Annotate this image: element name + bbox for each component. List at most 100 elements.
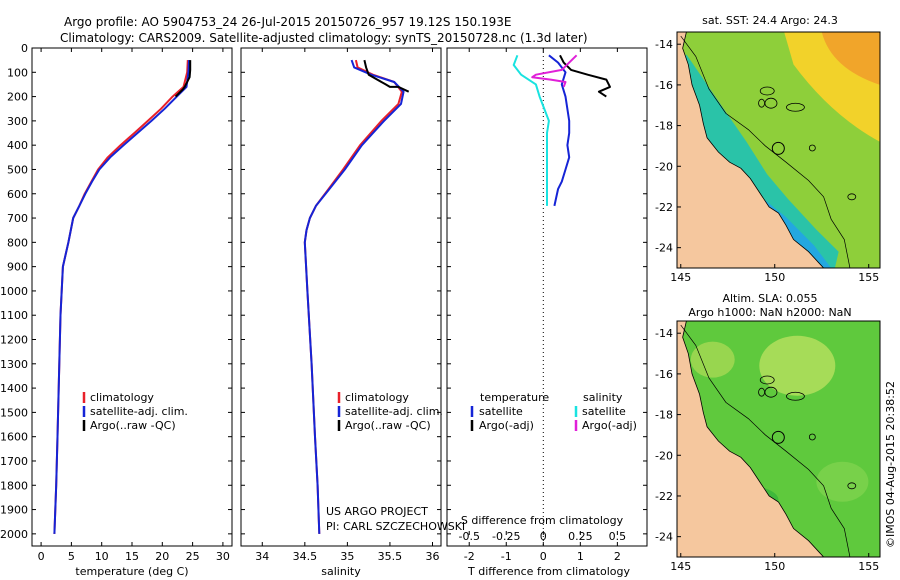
reef-outline xyxy=(808,144,816,152)
salinity-xlabel: salinity xyxy=(321,565,361,578)
reef-outline xyxy=(759,375,775,385)
map-y-tick-label: -14 xyxy=(655,38,673,51)
x-tick-label: 35.5 xyxy=(378,550,403,563)
legend-title-salinity: salinity xyxy=(583,391,623,404)
y-tick-label: 900 xyxy=(7,261,28,274)
map-y-tick-label: -20 xyxy=(655,449,673,462)
map-y-tick-label: -24 xyxy=(655,242,673,255)
series-group xyxy=(53,60,192,534)
reef-outline xyxy=(847,482,857,490)
land-mass xyxy=(677,321,825,557)
legend-label-temp-argo: Argo(-adj) xyxy=(479,419,534,432)
map-y-tick-label: -18 xyxy=(655,409,673,422)
series-line-2 xyxy=(174,60,192,98)
y-tick-label: 800 xyxy=(7,236,28,249)
series-line-2 xyxy=(363,59,410,93)
temperature-legend: climatology satellite-adj. clim. Argo(..… xyxy=(82,391,188,432)
reef-outline xyxy=(759,86,775,96)
map-y-tick-label: -22 xyxy=(655,490,673,503)
hot-water-patch xyxy=(802,32,880,85)
sla-high-patch xyxy=(690,341,735,378)
difference-legend-salinity: salinity satellite Argo(-adj) xyxy=(574,391,637,432)
x-tick-label: 34.5 xyxy=(293,550,318,563)
x-tick-label: 0 xyxy=(38,550,45,563)
legend-label-sal-argo: Argo(-adj) xyxy=(582,419,637,432)
map-y-tick-label: -16 xyxy=(655,368,673,381)
map-x-tick-label: 150 xyxy=(764,271,785,284)
series-line-0 xyxy=(53,60,189,534)
top-x-tick-label: 0 xyxy=(540,530,547,543)
map-y-tick-label: -20 xyxy=(655,160,673,173)
map-x-tick-label: 145 xyxy=(670,271,691,284)
series-line-0 xyxy=(303,59,403,534)
map-layers xyxy=(677,32,880,268)
y-tick-label: 1900 xyxy=(0,504,28,517)
reef-outline xyxy=(847,193,857,201)
salinity-legend: climatology satellite-adj. clim. Argo(..… xyxy=(337,391,443,432)
legend-title-temperature: temperature xyxy=(480,391,549,404)
series-line-3 xyxy=(531,54,578,88)
sla-map-title-line1: Altim. SLA: 0.055 xyxy=(722,292,817,305)
map-y-tick-label: -22 xyxy=(655,201,673,214)
map-x-tick-label: 155 xyxy=(858,271,879,284)
sla-mid-patch xyxy=(816,461,869,502)
map-y-tick-label: -18 xyxy=(655,120,673,133)
map-y-tick-label: -16 xyxy=(655,79,673,92)
y-tick-label: 1100 xyxy=(0,309,28,322)
top-x-tick-label: -0.25 xyxy=(492,530,520,543)
x-tick-label: -2 xyxy=(464,550,475,563)
series-group xyxy=(303,59,410,534)
sst-map: 145 150 155 -14 -16 -18 -20 -22 -24 xyxy=(655,31,881,284)
y-tick-label: 1200 xyxy=(0,334,28,347)
map-frame xyxy=(676,320,881,558)
y-tick-label: 1700 xyxy=(0,455,28,468)
map-frame xyxy=(676,31,881,269)
land-mass xyxy=(677,32,825,268)
y-tick-label: 0 xyxy=(21,42,28,55)
legend-label-satellite: satellite-adj. clim. xyxy=(345,405,443,418)
legend-label-satellite: satellite-adj. clim. xyxy=(90,405,188,418)
figure-title-line2: Climatology: CARS2009. Satellite-adjuste… xyxy=(60,31,588,45)
temperature-xlabel: temperature (deg C) xyxy=(75,565,188,578)
map-x-tick-label: 145 xyxy=(670,560,691,573)
series-line-0 xyxy=(548,54,571,207)
y-tick-label: 1600 xyxy=(0,431,28,444)
series-line-1 xyxy=(53,60,190,534)
x-tick-label: 2 xyxy=(614,550,621,563)
y-tick-label: 1000 xyxy=(0,285,28,298)
x-tick-label: 5 xyxy=(68,550,75,563)
difference-top-xlabel: S difference from climatology xyxy=(461,514,624,527)
legend-label-sal-satellite: satellite xyxy=(582,405,626,418)
map-x-tick-label: 155 xyxy=(858,560,879,573)
pi-annotation: PI: CARL SZCZECHOWSKI xyxy=(326,520,465,533)
y-tick-label: 1400 xyxy=(0,382,28,395)
x-tick-label: 35 xyxy=(340,550,354,563)
x-tick-label: 20 xyxy=(155,550,169,563)
legend-label-argo: Argo(..raw -QC) xyxy=(345,419,431,432)
top-x-tick-label: -0.5 xyxy=(458,530,479,543)
cool-coastal-band xyxy=(677,54,839,268)
y-tick-label: 600 xyxy=(7,188,28,201)
reef-outline xyxy=(786,102,805,112)
x-tick-label: 34 xyxy=(255,550,269,563)
top-x-tick-label: 0.5 xyxy=(609,530,627,543)
x-tick-label: 30 xyxy=(216,550,230,563)
legend-label-climatology: climatology xyxy=(90,391,154,404)
y-tick-label: 2000 xyxy=(0,528,28,541)
sla-map: 145 150 155 -14 -16 -18 -20 -22 -24 xyxy=(655,320,881,573)
y-tick-label: 300 xyxy=(7,115,28,128)
sla-high-patch xyxy=(759,335,836,396)
map-y-tick-label: -24 xyxy=(655,531,673,544)
reef-outline xyxy=(808,433,816,441)
project-annotation: US ARGO PROJECT xyxy=(326,505,428,518)
y-tick-label: 500 xyxy=(7,163,28,176)
difference-plot-frame xyxy=(446,47,648,547)
argo-float-marker xyxy=(771,430,785,444)
y-tick-label: 700 xyxy=(7,212,28,225)
x-tick-label: 36 xyxy=(425,550,439,563)
legend-label-temp-satellite: satellite xyxy=(479,405,523,418)
series-line-1 xyxy=(303,59,405,534)
map-layers xyxy=(677,321,880,557)
map-x-tick-label: 150 xyxy=(764,560,785,573)
y-tick-label: 1500 xyxy=(0,406,28,419)
